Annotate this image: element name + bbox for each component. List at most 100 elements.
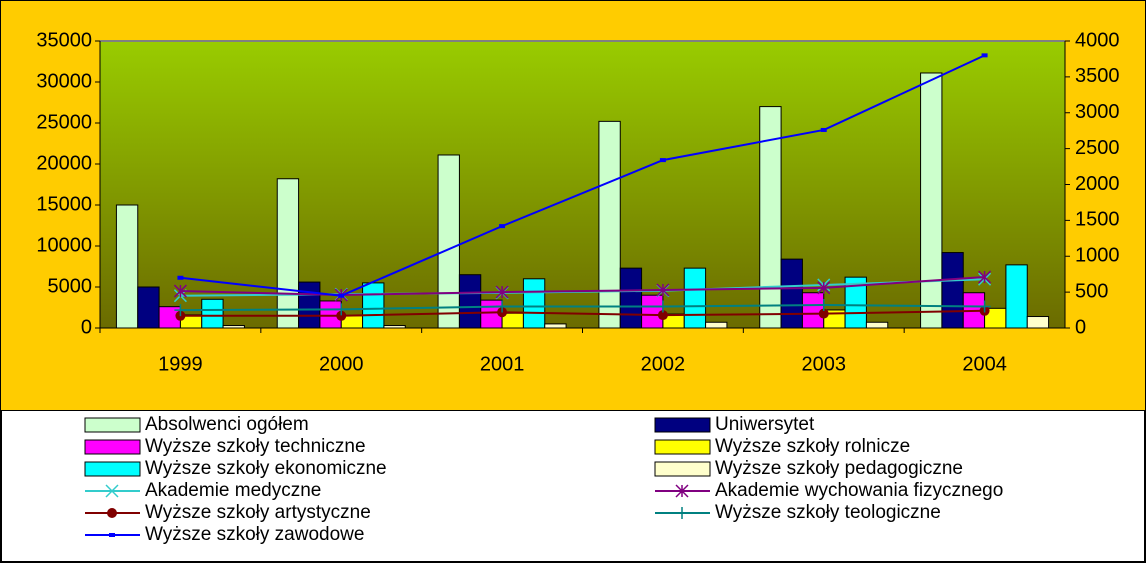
legend-label: Wyższe szkoły zawodowe [145,524,364,545]
x-tick-label: 2004 [962,353,1007,375]
legend-swatch [84,461,141,477]
legend-label: Wyższe szkoły artystyczne [145,502,371,523]
legend-item: Wyższe szkoły artystyczne [85,502,371,523]
x-tick-label: 2002 [641,353,686,375]
marker-shape [981,53,988,58]
bar [598,120,621,329]
bar [941,252,964,329]
legend-label: Wyższe szkoły pedagogiczne [715,458,963,479]
point [499,224,506,229]
marker-shape [659,158,666,163]
marker-shape [656,300,669,313]
y2-tick-label: 1000 [1075,245,1120,267]
bar [865,321,889,329]
bar [201,298,224,329]
bar [683,267,707,329]
y2-tick-label: 1500 [1075,209,1120,231]
marker-shape [676,507,688,519]
y2-tick-label: 4000 [1075,29,1120,51]
point [656,283,670,297]
legend-label: Uniwersytet [715,414,815,435]
legend-item: Wyższe szkoły teologiczne [655,502,941,523]
line [180,304,985,312]
plot-area [100,41,1065,328]
bar [1005,264,1028,329]
bar [619,267,643,329]
marker-shape [818,308,829,319]
bar [437,154,460,329]
bar [522,278,546,329]
marker-shape [495,285,509,299]
legend-label: Wyższe szkoły teologiczne [715,502,941,523]
y-tick-label: 20000 [36,152,92,174]
bar [780,258,803,329]
legend-swatch [654,439,711,455]
marker-shape [978,300,991,313]
y-tick-label: 30000 [36,70,92,92]
marker-shape [173,284,187,298]
point [656,300,669,313]
line [180,309,985,317]
y-tick-label: 10000 [36,234,92,256]
point [981,53,988,58]
marker-shape [817,299,830,312]
bar [705,321,728,329]
legend-label: Wyższe szkoły rolnicze [715,436,910,457]
bar [544,323,567,329]
marker-shape [496,300,509,313]
y-tick-label: 15000 [36,193,92,215]
point [174,304,187,317]
legend-label: Akademie medyczne [145,480,321,501]
point [817,281,831,295]
legend-item: Uniwersytet [654,414,815,435]
marker-shape [109,533,115,537]
bar [276,178,300,329]
bar [115,204,139,329]
point [659,158,666,163]
legend-item: Absolwenci ogółem [84,414,309,435]
x-tick-label: 2003 [802,353,847,375]
y2-tick-label: 0 [1075,316,1086,338]
legend-marker [107,508,117,518]
point [177,275,184,280]
legend-swatch [654,461,711,477]
line [180,276,985,296]
y-tick-label: 5000 [48,275,93,297]
bar [458,274,482,329]
bar [844,276,867,329]
point [335,303,348,316]
y2-tick-label: 3500 [1075,65,1120,87]
legend-item: Wyższe szkoły techniczne [84,436,366,457]
marker-shape [499,224,506,229]
legend-item: Akademie medyczne [85,480,321,501]
y2-tick-label: 2500 [1075,137,1120,159]
point [495,285,509,299]
bar [137,286,160,329]
legend-item: Akademie wychowania fizycznego [655,480,1003,501]
legend-box [1,410,1145,562]
marker-shape [336,310,347,321]
point [978,300,991,313]
point [817,299,830,312]
legend-marker [109,533,115,537]
legend-item: Wyższe szkoły pedagogiczne [654,458,963,479]
legend-label: Absolwenci ogółem [145,414,309,435]
point [657,310,668,321]
bar [759,106,782,329]
y2-tick-label: 2000 [1075,173,1120,195]
bar [920,72,943,329]
point [978,270,992,284]
point [336,310,347,321]
bar [298,281,321,329]
y-tick-label: 0 [81,316,92,338]
x-tick-label: 2000 [319,353,364,375]
legend-item: Wyższe szkoły rolnicze [654,436,910,457]
legend-item: Wyższe szkoły ekonomiczne [84,458,387,479]
y2-tick-label: 500 [1075,280,1108,302]
y2-tick-label: 3000 [1075,101,1120,123]
bar [1026,316,1050,329]
marker-shape [105,484,119,498]
legend-swatch [84,439,141,455]
